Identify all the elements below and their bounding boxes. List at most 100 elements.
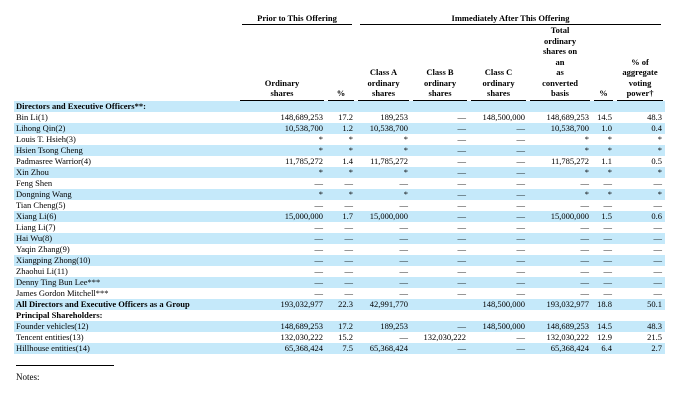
- cell-value: —: [580, 232, 590, 243]
- cell-value: 148,689,253: [546, 320, 590, 331]
- shareholder-name: Lihong Qin(2): [16, 122, 66, 133]
- shareholder-name: Xin Zhou: [16, 166, 49, 177]
- cell-value: —: [399, 331, 409, 342]
- cell-value: —: [653, 199, 663, 210]
- cell-value: *: [607, 133, 613, 144]
- cell-value: *: [607, 188, 613, 199]
- cell-value: *: [403, 144, 409, 155]
- shareholder-name: Founder vehicles(12): [16, 320, 89, 331]
- cell-value: —: [516, 155, 526, 166]
- table-row: James Gordon Mitchell*** — — — — — — — —: [14, 288, 665, 299]
- col-header-class-b: Class B ordinary shares: [411, 25, 469, 101]
- cell-value: —: [580, 177, 590, 188]
- cell-value: —: [580, 287, 590, 298]
- cell-value: 17.2: [338, 320, 354, 331]
- table-row: Founder vehicles(12) 148,689,253 17.2 189,…: [14, 320, 666, 332]
- cell-value: —: [399, 177, 409, 188]
- cell-value: —: [603, 287, 613, 298]
- table-row: Zhaohui Li(11) — — — — — — — —: [14, 266, 665, 277]
- cell-value: —: [603, 254, 613, 265]
- shareholder-name: Hsien Tsong Cheng: [16, 144, 83, 155]
- cell-value: —: [516, 177, 526, 188]
- cell-value: —: [653, 243, 663, 254]
- cell-value: —: [314, 221, 324, 232]
- col-header-class-a: Class A ordinary shares: [356, 25, 411, 101]
- table-row: Yaqin Zhang(9) — — — — — — — —: [14, 244, 665, 255]
- cell-value: —: [457, 287, 467, 298]
- cell-value: —: [653, 265, 663, 276]
- cell-value: 189,253: [380, 111, 409, 122]
- cell-value: *: [318, 133, 323, 144]
- cell-value: —: [457, 221, 467, 232]
- table-row: Louis T. Hsieh(3) * * * — — * * *: [14, 134, 665, 145]
- cell-value: —: [457, 177, 467, 188]
- cell-value: 10,538,700: [369, 122, 409, 133]
- cell-value: —: [516, 331, 526, 342]
- cell-value: *: [348, 166, 354, 177]
- cell-value: *: [318, 166, 323, 177]
- cell-value: [615, 310, 665, 321]
- col-header-percent-prior: %: [326, 25, 356, 101]
- cell-value: 132,030,222: [423, 331, 467, 342]
- cell-value: —: [653, 232, 663, 243]
- shareholder-name: Dongning Wang: [16, 188, 72, 199]
- cell-value: —: [516, 243, 526, 254]
- cell-value: —: [603, 199, 613, 210]
- cell-value: —: [653, 177, 663, 188]
- cell-value: 14.5: [597, 111, 613, 122]
- table-row: Directors and Executive Officers**:: [14, 100, 666, 112]
- cell-value: —: [580, 276, 590, 287]
- shareholder-name: Principal Shareholders:: [16, 309, 103, 320]
- shareholder-name: James Gordon Mitchell***: [16, 287, 109, 298]
- cell-value: [326, 310, 356, 321]
- table-row: Principal Shareholders:: [14, 310, 665, 321]
- cell-value: —: [457, 144, 467, 155]
- cell-value: [411, 299, 469, 310]
- cell-value: —: [344, 177, 354, 188]
- cell-value: —: [314, 177, 324, 188]
- cell-value: —: [516, 287, 526, 298]
- cell-value: —: [457, 243, 467, 254]
- cell-value: *: [403, 188, 409, 199]
- cell-value: [411, 310, 469, 321]
- notes-divider: [16, 364, 114, 366]
- shareholder-name: Hai Wu(8): [16, 232, 53, 243]
- cell-value: —: [603, 265, 613, 276]
- cell-value: *: [403, 166, 409, 177]
- cell-value: 50.1: [647, 298, 663, 309]
- cell-value: —: [457, 232, 467, 243]
- cell-value: [326, 101, 356, 112]
- cell-value: —: [580, 199, 590, 210]
- shareholder-name: Feng Shen: [16, 177, 53, 188]
- col-header-percent-after: %: [592, 25, 615, 101]
- cell-value: —: [603, 243, 613, 254]
- cell-value: 6.4: [601, 342, 613, 353]
- cell-value: —: [314, 287, 324, 298]
- cell-value: 7.5: [342, 342, 354, 353]
- group-header-prior-label: Prior to This Offering: [257, 13, 337, 23]
- cell-value: —: [399, 199, 409, 210]
- cell-value: —: [457, 265, 467, 276]
- cell-value: 65,368,424: [369, 342, 409, 353]
- col-underline: [413, 99, 468, 101]
- cell-value: —: [516, 265, 526, 276]
- cell-value: [592, 310, 615, 321]
- cell-value: —: [580, 243, 590, 254]
- col-underline: [594, 99, 614, 101]
- cell-value: 193,032,977: [546, 298, 590, 309]
- cell-value: 10,538,700: [550, 122, 590, 133]
- table-row: Tencent entities(13) 132,030,222 15.2 — 132…: [14, 332, 665, 343]
- cell-value: —: [314, 254, 324, 265]
- col-underline: [617, 99, 664, 101]
- cell-value: —: [344, 287, 354, 298]
- cell-value: —: [516, 133, 526, 144]
- cell-value: [528, 310, 592, 321]
- cell-value: 189,253: [380, 320, 409, 331]
- table-row: All Directors and Executive Officers as …: [14, 298, 666, 310]
- col-header-voting-power: % of aggregate voting power†: [615, 25, 665, 101]
- cell-value: 11,785,272: [370, 155, 409, 166]
- cell-value: *: [584, 144, 590, 155]
- cell-value: 11,785,272: [551, 155, 590, 166]
- table-row: Bin Li(1) 148,689,253 17.2 189,253 — 148,500…: [14, 112, 665, 123]
- cell-value: 1.0: [601, 122, 613, 133]
